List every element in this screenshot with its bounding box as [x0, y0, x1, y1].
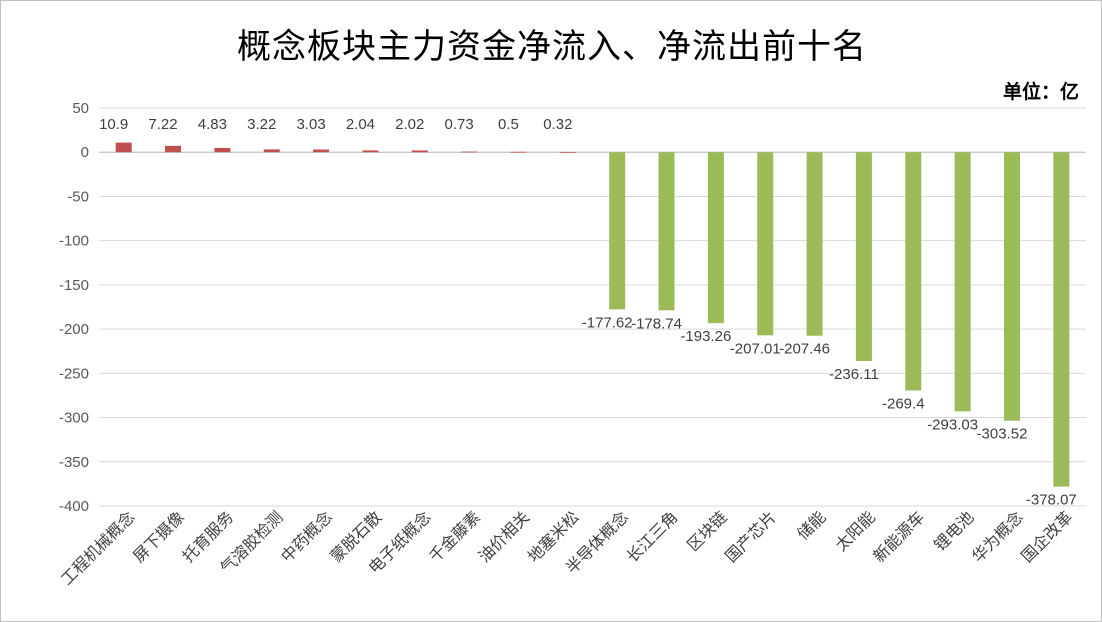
bar: [1003, 152, 1020, 421]
bar: [165, 145, 182, 153]
bar: [313, 149, 330, 153]
data-label: -236.11: [829, 366, 879, 383]
category-label: 工程机械概念: [57, 507, 138, 588]
bar: [510, 151, 527, 153]
data-label: -269.4: [882, 395, 925, 412]
bar: [1053, 152, 1070, 487]
unit-label: 单位：亿: [1002, 81, 1079, 103]
data-label: -293.03: [927, 416, 978, 433]
bar: [115, 142, 132, 153]
bar: [757, 152, 774, 336]
category-label: 中药概念: [277, 507, 336, 566]
data-label: 0.73: [445, 116, 474, 133]
data-label: 7.22: [148, 116, 177, 133]
category-label: 长江三角: [623, 507, 682, 566]
data-label: 2.04: [346, 116, 375, 133]
bar: [263, 149, 280, 153]
y-tick-label: 0: [81, 144, 89, 161]
category-label: 国企改革: [1017, 507, 1076, 566]
category-label: 锂电池: [930, 507, 977, 554]
y-tick-label: -250: [59, 365, 89, 382]
category-label: 油价相关: [475, 507, 534, 566]
y-tick-label: -150: [59, 277, 89, 294]
bar: [559, 151, 576, 153]
y-tick-label: -50: [67, 188, 89, 205]
bar: [806, 152, 823, 336]
y-tick-label: 50: [72, 100, 89, 117]
bar: [214, 147, 231, 153]
data-label: 3.22: [247, 116, 276, 133]
data-label: -207.01: [730, 340, 781, 357]
bar: [658, 152, 675, 311]
bar: [954, 152, 971, 412]
bar: [855, 152, 872, 362]
y-tick-label: -300: [59, 410, 89, 427]
y-tick-label: -100: [59, 233, 89, 250]
data-label: 0.32: [543, 116, 572, 133]
data-label: -303.52: [977, 426, 1028, 443]
bar: [461, 151, 478, 153]
bar: [707, 152, 724, 324]
data-label: -177.62: [582, 314, 633, 331]
bar: [411, 150, 428, 153]
category-label: 千金藤素: [425, 507, 484, 566]
data-label: -178.74: [631, 315, 682, 332]
data-label: 2.02: [395, 116, 424, 133]
data-label: -193.26: [680, 328, 731, 345]
y-tick-label: -400: [59, 498, 89, 515]
chart-title: 概念板块主力资金净流入、净流出前十名: [237, 27, 867, 67]
category-label: 储能: [793, 507, 829, 543]
category-label: 华为概念: [968, 507, 1027, 566]
category-label: 区块链: [683, 507, 730, 554]
data-label: 3.03: [296, 116, 325, 133]
data-label: -378.07: [1026, 492, 1077, 509]
data-label: 0.5: [498, 116, 519, 133]
category-label: 屏下摄像: [129, 507, 188, 566]
data-label: 4.83: [198, 116, 227, 133]
y-tick-label: -200: [59, 321, 89, 338]
category-label: 太阳能: [831, 507, 878, 554]
bar: [609, 152, 626, 310]
data-label: 10.9: [99, 116, 128, 133]
category-label: 新能源车: [869, 507, 928, 566]
y-tick-label: -350: [59, 454, 89, 471]
category-label: 国产芯片: [721, 507, 780, 566]
data-label: -207.46: [779, 341, 830, 358]
bar: [362, 150, 379, 153]
bar: [905, 152, 922, 391]
